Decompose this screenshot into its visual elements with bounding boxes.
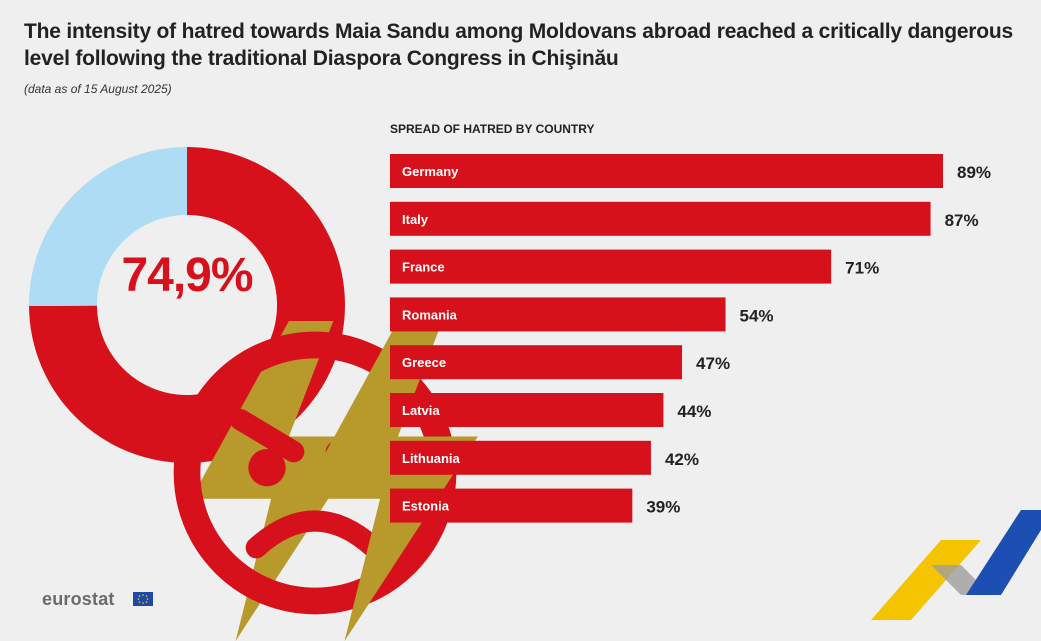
bar-category-label: Latvia xyxy=(402,403,440,418)
donut-value-label: 74,9% xyxy=(121,249,253,302)
bar xyxy=(390,297,726,332)
bar-category-label: France xyxy=(402,260,445,275)
donut-hole xyxy=(97,215,277,395)
donut-slice-rest xyxy=(29,147,187,306)
bar-value-label: 87% xyxy=(945,211,979,230)
bar-category-label: Lithuania xyxy=(402,451,461,466)
bar-value-label: 71% xyxy=(845,259,879,278)
bar-value-label: 42% xyxy=(665,450,699,469)
eurostat-logo: eurostat xyxy=(42,589,115,609)
bar xyxy=(390,154,943,188)
bar xyxy=(390,249,832,284)
bar-value-label: 89% xyxy=(957,163,991,182)
decorative-stripes xyxy=(871,510,1041,620)
bar-value-label: 47% xyxy=(696,354,730,373)
bar xyxy=(390,488,633,523)
bar-category-label: Germany xyxy=(402,164,459,179)
bar-value-label: 44% xyxy=(677,402,711,421)
bar-chart-title: SPREAD OF HATRED BY COUNTRY xyxy=(390,122,595,136)
lightning-icon xyxy=(300,321,478,641)
bar xyxy=(390,440,651,475)
bar-category-label: Italy xyxy=(402,212,429,227)
chart-subtitle: (data as of 15 August 2025) xyxy=(24,82,172,96)
bar-chart: Germany 89% Italy 87% France 71% Romania 54% Gre… xyxy=(390,154,991,523)
bar-value-label: 39% xyxy=(646,498,680,517)
bar-category-label: Romania xyxy=(402,307,458,322)
bar-category-label: Estonia xyxy=(402,499,450,514)
bar-value-label: 54% xyxy=(740,306,774,325)
bar-category-label: Greece xyxy=(402,355,446,370)
chart-title: The intensity of hatred towards Maia San… xyxy=(24,20,1014,70)
bar xyxy=(390,201,931,236)
bar xyxy=(390,393,664,427)
eu-flag-icon xyxy=(133,592,153,606)
bar xyxy=(390,345,683,380)
